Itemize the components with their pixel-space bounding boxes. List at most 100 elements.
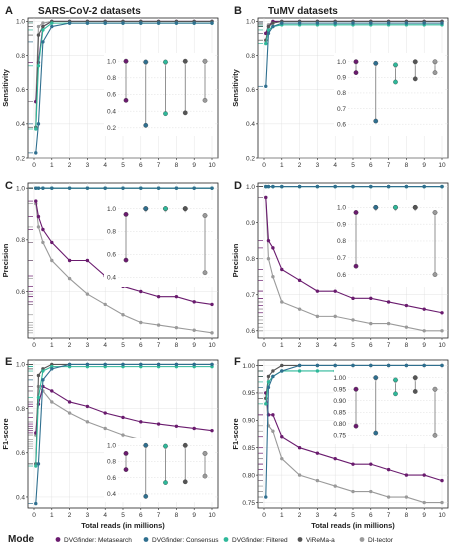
x-tick-label: 10 xyxy=(438,162,446,169)
inset-tick-label: 0.8 xyxy=(337,90,346,97)
x-tick-label: 0 xyxy=(32,512,36,519)
inset-min-consensus xyxy=(143,494,149,499)
x-tick-label: 4 xyxy=(103,512,107,519)
data-point-ditector xyxy=(103,302,107,307)
x-tick-label: 1 xyxy=(280,162,284,169)
y-tick-label: 1.0 xyxy=(246,184,255,191)
x-tick-label: 6 xyxy=(369,162,373,169)
x-tick-label: 1 xyxy=(50,512,54,519)
data-point-metasearch xyxy=(386,300,391,304)
x-tick-label: 3 xyxy=(316,342,320,349)
legend-swatch xyxy=(359,537,365,542)
legend-label: DI-tector xyxy=(368,537,394,544)
inset-tick-label: 0.8 xyxy=(107,229,116,236)
data-point-metasearch xyxy=(271,246,275,250)
inset-min-virema xyxy=(412,389,418,394)
data-point-ditector xyxy=(41,21,45,25)
chart-panel-E: E 0.4 0.6 0.8 1.0 0 1 2 3 4 5 6 7 8 9 10 F1-score Total r… xyxy=(1,356,219,530)
y-tick-label: 0.6 xyxy=(246,87,255,94)
data-point-metasearch xyxy=(192,426,196,431)
inset-max-metasearch xyxy=(123,211,129,217)
data-point-consensus xyxy=(333,363,337,368)
x-tick-label: 7 xyxy=(157,162,161,169)
data-point-metasearch xyxy=(50,240,54,245)
inset-max-filtered xyxy=(393,377,398,383)
y-tick-label: 0.9 xyxy=(246,220,255,227)
x-tick-label: 4 xyxy=(103,162,107,169)
x-tick-label: 6 xyxy=(139,512,143,519)
data-point-consensus xyxy=(34,151,38,155)
data-point-filtered xyxy=(36,395,41,400)
data-point-metasearch xyxy=(85,258,90,263)
data-point-metasearch xyxy=(386,467,391,472)
legend-title: Mode xyxy=(8,534,35,545)
data-point-ditector xyxy=(351,318,355,322)
y-axis-label: Sensitivity xyxy=(1,68,10,106)
data-point-consensus xyxy=(266,385,271,390)
inset-A: 0.2 0.4 0.6 0.8 1.0 xyxy=(104,53,215,136)
x-tick-label: 4 xyxy=(333,342,337,349)
legend-label: ViReMa-a xyxy=(306,537,335,544)
data-point-filtered xyxy=(315,369,320,373)
inset-min-ditector xyxy=(202,473,208,479)
data-point-metasearch xyxy=(333,456,337,461)
data-point-ditector xyxy=(192,328,196,332)
data-point-filtered xyxy=(41,369,45,373)
data-point-metasearch xyxy=(280,435,284,439)
data-point-consensus xyxy=(315,184,320,189)
data-point-ditector xyxy=(36,225,41,229)
data-point-filtered xyxy=(36,64,41,68)
data-point-metasearch xyxy=(50,389,54,393)
inset-max-virema xyxy=(182,442,188,448)
x-tick-label: 2 xyxy=(68,162,72,169)
y-tick-label: 0.8 xyxy=(16,53,25,60)
legend-swatch xyxy=(143,537,149,542)
inset-min-filtered xyxy=(163,111,168,117)
inset-min-metasearch xyxy=(123,97,129,103)
y-tick-label: 0.8 xyxy=(16,237,25,244)
inset-min-metasearch xyxy=(123,467,129,472)
x-tick-label: 4 xyxy=(333,162,337,169)
x-tick-label: 9 xyxy=(422,162,426,169)
y-tick-label: 0.6 xyxy=(16,87,25,94)
data-point-consensus xyxy=(50,186,54,190)
data-point-ditector xyxy=(280,456,284,461)
y-tick-label: 0.95 xyxy=(242,390,255,397)
data-point-consensus xyxy=(440,363,444,368)
data-point-metasearch xyxy=(351,462,355,466)
data-point-consensus xyxy=(103,21,107,25)
x-tick-label: 0 xyxy=(262,512,266,519)
data-point-metasearch xyxy=(280,267,284,272)
legend-item: DVGfinder: Filtered xyxy=(223,537,288,544)
data-point-consensus xyxy=(156,186,161,190)
inset-min-ditector xyxy=(432,433,438,438)
x-tick-label: 3 xyxy=(316,162,320,169)
data-point-consensus xyxy=(210,362,214,367)
x-tick-label: 8 xyxy=(175,342,179,349)
x-tick-label: 7 xyxy=(387,162,391,169)
data-point-consensus xyxy=(369,363,373,368)
y-axis-label: F1-score xyxy=(231,418,240,449)
x-tick-label: 5 xyxy=(351,162,355,169)
panel-letter: A xyxy=(5,5,13,17)
inset-tick-label: 1.0 xyxy=(337,59,346,66)
data-point-consensus xyxy=(280,184,284,189)
y-tick-label: 1.00 xyxy=(242,363,255,370)
data-point-ditector xyxy=(280,300,284,304)
inset-max-virema xyxy=(182,58,188,64)
inset-min-metasearch xyxy=(353,70,359,75)
legend-label: DVGfinder: Metasearch xyxy=(64,537,132,544)
panel-letter: F xyxy=(234,356,241,368)
data-point-ditector xyxy=(386,495,391,499)
data-point-metasearch xyxy=(264,195,268,200)
data-point-consensus xyxy=(404,184,409,189)
data-point-metasearch xyxy=(369,462,373,466)
inset-tick-label: 0.80 xyxy=(333,421,346,428)
x-tick-label: 9 xyxy=(422,342,426,349)
data-point-metasearch xyxy=(369,296,373,301)
x-tick-label: 5 xyxy=(121,342,125,349)
inset-tick-label: 1.0 xyxy=(337,205,346,212)
inset-max-virema xyxy=(412,205,418,210)
inset-tick-label: 1.0 xyxy=(107,58,116,65)
y-tick-label: 0.2 xyxy=(16,155,25,162)
